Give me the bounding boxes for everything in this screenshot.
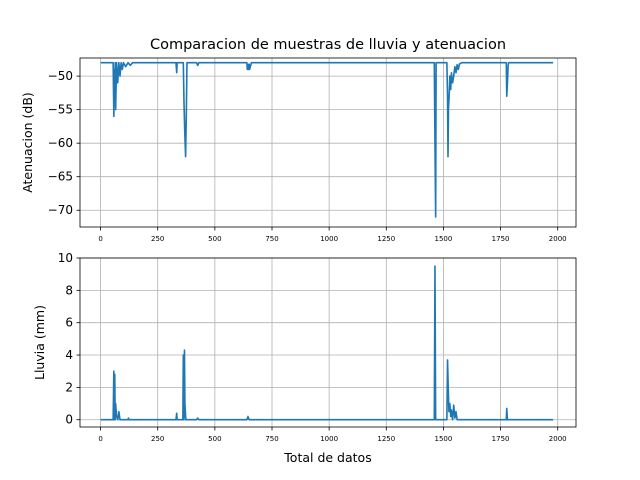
x-tick-label: 1250 xyxy=(377,235,395,243)
x-tick-label: 1750 xyxy=(492,235,510,243)
y-tick-label: 2 xyxy=(65,380,73,394)
x-tick-label: 1000 xyxy=(320,235,338,243)
y-axis-label: Atenuacion (dB) xyxy=(20,92,35,193)
x-tick-label: 250 xyxy=(151,435,164,443)
x-tick-label: 2000 xyxy=(549,435,567,443)
figure-title: Comparacion de muestras de lluvia y aten… xyxy=(150,37,506,53)
x-tick-label: 500 xyxy=(208,235,221,243)
rainfall-chart: 0 250 500 750 1000 1250 1500 1750 2000 0 2 4 6 8 10 Llu… xyxy=(32,251,577,465)
y-tick-label: −60 xyxy=(48,136,73,150)
x-tick-label: 500 xyxy=(208,435,221,443)
y-tick-label: 8 xyxy=(65,283,73,297)
x-tick-label: 750 xyxy=(265,235,278,243)
x-tick-label: 1000 xyxy=(320,435,338,443)
y-tick-label: −55 xyxy=(48,103,73,117)
y-tick-label: −65 xyxy=(48,170,73,184)
x-tick-label: 1500 xyxy=(435,435,453,443)
y-tick-label: −50 xyxy=(48,69,73,83)
y-tick-label: 0 xyxy=(65,413,73,427)
y-tick-label: 6 xyxy=(65,316,73,330)
y-axis-label: Lluvia (mm) xyxy=(32,305,47,380)
x-tick-label: 1500 xyxy=(435,235,453,243)
x-tick-label: 0 xyxy=(98,435,102,443)
x-tick-label: 750 xyxy=(265,435,278,443)
series-line xyxy=(100,61,554,218)
axes-frame xyxy=(79,57,577,228)
x-tick-label: 2000 xyxy=(549,235,567,243)
attenuation-chart: 0 250 500 750 1000 1250 1500 1750 2000 −50 −55 −60 −… xyxy=(20,57,577,243)
x-tick-label: 0 xyxy=(98,235,102,243)
y-tick-label: 10 xyxy=(58,251,73,265)
series-line xyxy=(100,265,554,421)
y-tick-label: −70 xyxy=(48,203,73,217)
x-tick-label: 250 xyxy=(151,235,164,243)
y-tick-label: 4 xyxy=(65,348,73,362)
x-tick-label: 1750 xyxy=(492,435,510,443)
x-axis-label: Total de datos xyxy=(283,450,371,465)
x-tick-label: 1250 xyxy=(377,435,395,443)
axes-frame xyxy=(79,257,577,428)
